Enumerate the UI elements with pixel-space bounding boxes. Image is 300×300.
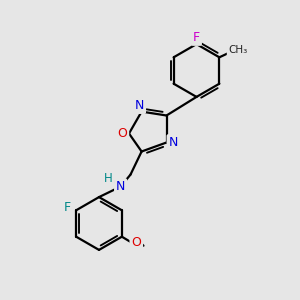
Text: F: F <box>64 201 71 214</box>
Text: O: O <box>118 127 127 140</box>
Text: CH₃: CH₃ <box>228 45 248 56</box>
Text: H: H <box>104 172 113 185</box>
Text: N: N <box>135 99 144 112</box>
Text: F: F <box>193 31 200 44</box>
Text: N: N <box>168 136 178 149</box>
Text: N: N <box>116 180 125 193</box>
Text: O: O <box>131 236 141 249</box>
